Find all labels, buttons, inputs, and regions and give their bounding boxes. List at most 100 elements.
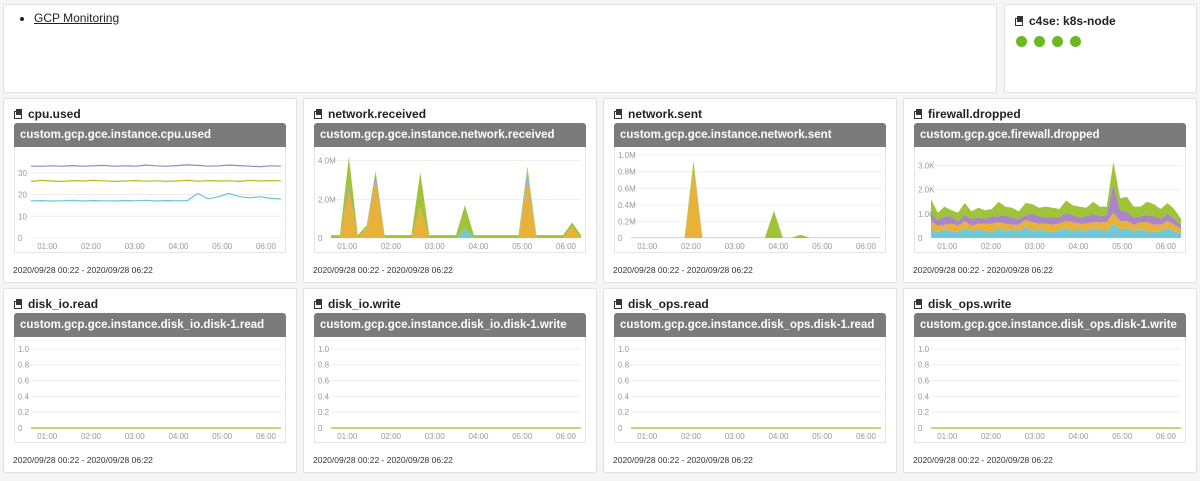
x-tick-label: 05:00 — [212, 432, 233, 441]
y-tick-label: 0.4M — [618, 201, 636, 210]
copy-icon — [914, 109, 924, 119]
graph-title[interactable]: network.sent — [614, 107, 702, 121]
graph-title[interactable]: cpu.used — [14, 107, 81, 121]
y-tick-label: 0.4 — [618, 392, 630, 401]
host-status-dot[interactable] — [1016, 36, 1027, 47]
y-tick-label: 1.0 — [918, 345, 930, 354]
y-tick-label: 2.0M — [318, 195, 336, 204]
x-tick-label: 02:00 — [81, 242, 102, 251]
graph-title-label: firewall.dropped — [928, 107, 1021, 121]
graph-panel: network.sent custom.gcp.gce.instance.netw… — [603, 98, 897, 283]
graph-panel: network.received custom.gcp.gce.instance.… — [303, 98, 597, 283]
graph-title[interactable]: disk_io.write — [314, 297, 401, 311]
y-tick-label: 0.8 — [18, 361, 30, 370]
gcp-monitoring-link[interactable]: GCP Monitoring — [34, 11, 120, 25]
y-tick-label: 0.4 — [318, 392, 330, 401]
x-tick-label: 05:00 — [812, 432, 833, 441]
y-tick-label: 0 — [918, 234, 923, 243]
x-tick-label: 04:00 — [168, 242, 189, 251]
graph-title[interactable]: disk_ops.read — [614, 297, 709, 311]
y-tick-label: 0 — [18, 234, 23, 243]
y-tick-label: 0.4 — [918, 392, 930, 401]
graph-box[interactable]: custom.gcp.gce.firewall.dropped 0 1.0K 2.0K… — [914, 123, 1186, 253]
time-range-label: 2020/09/28 00:22 - 2020/09/28 06:22 — [613, 455, 753, 465]
graph-title[interactable]: network.received — [314, 107, 426, 121]
graph-box[interactable]: custom.gcp.gce.instance.network.received… — [314, 123, 586, 253]
graph-panel: disk_ops.read custom.gcp.gce.instance.dis… — [603, 288, 897, 473]
x-tick-label: 06:00 — [1156, 242, 1177, 251]
graph-plot[interactable]: 0 1.0K 2.0K 3.0K 01:00 02:00 03:00 04:00 05:00 06… — [914, 147, 1186, 253]
link-list-item: GCP Monitoring — [34, 11, 119, 25]
y-tick-label: 0.8M — [618, 168, 636, 177]
y-tick-label: 10 — [18, 212, 27, 221]
host-status-dot[interactable] — [1070, 36, 1081, 47]
graph-panel: disk_ops.write custom.gcp.gce.instance.di… — [903, 288, 1197, 473]
y-tick-label: 0 — [618, 424, 623, 433]
y-tick-label: 0.6 — [18, 377, 30, 386]
y-tick-label: 0.2 — [618, 408, 630, 417]
x-tick-label: 06:00 — [856, 432, 877, 441]
x-tick-label: 02:00 — [381, 432, 402, 441]
x-tick-label: 05:00 — [812, 242, 833, 251]
x-tick-label: 03:00 — [425, 242, 446, 251]
x-tick-label: 02:00 — [681, 242, 702, 251]
y-tick-label: 0.8 — [618, 361, 630, 370]
graph-box[interactable]: custom.gcp.gce.instance.disk_io.disk-1.w… — [314, 313, 586, 443]
graph-plot[interactable]: 0 0.2 0.4 0.6 0.8 1.0 01:00 02:00 03:00 04:00 05:0… — [614, 337, 886, 443]
x-tick-label: 04:00 — [468, 242, 489, 251]
graph-title-label: disk_io.write — [328, 297, 401, 311]
y-tick-label: 0.6M — [618, 184, 636, 193]
y-tick-label: 0.6 — [618, 377, 630, 386]
graph-box[interactable]: custom.gcp.gce.instance.disk_ops.disk-1.… — [914, 313, 1186, 443]
y-tick-label: 0 — [618, 234, 623, 243]
graph-box[interactable]: custom.gcp.gce.instance.cpu.used 0 10 20 30 0… — [14, 123, 286, 253]
graph-box[interactable]: custom.gcp.gce.instance.disk_ops.disk-1.… — [614, 313, 886, 443]
host-status-dots — [1016, 36, 1081, 47]
copy-icon — [14, 299, 24, 309]
y-tick-label: 1.0M — [618, 151, 636, 160]
series-area-0 — [331, 180, 581, 238]
x-tick-label: 04:00 — [468, 432, 489, 441]
series-area-2 — [931, 183, 1181, 229]
graph-box[interactable]: custom.gcp.gce.instance.disk_io.disk-1.r… — [14, 313, 286, 443]
graph-title[interactable]: disk_ops.write — [914, 297, 1011, 311]
x-tick-label: 02:00 — [81, 432, 102, 441]
x-tick-label: 02:00 — [681, 432, 702, 441]
host-status-dot[interactable] — [1034, 36, 1045, 47]
series-area-1 — [931, 212, 1181, 234]
host-title[interactable]: c4se: k8s-node — [1015, 14, 1116, 28]
x-tick-label: 03:00 — [725, 432, 746, 441]
y-tick-label: 0 — [318, 234, 323, 243]
graph-plot[interactable]: 0 0.2M 0.4M 0.6M 0.8M 1.0M 01:00 02:00 03:00 04:0… — [614, 147, 886, 253]
y-tick-label: 0.6 — [318, 377, 330, 386]
x-tick-label: 01:00 — [937, 432, 958, 441]
graph-metric-header: custom.gcp.gce.instance.disk_io.disk-1.r… — [14, 313, 286, 337]
graph-title-label: disk_io.read — [28, 297, 99, 311]
x-tick-label: 03:00 — [425, 432, 446, 441]
graph-plot[interactable]: 0 0.2 0.4 0.6 0.8 1.0 01:00 02:00 03:00 04:00 05:0… — [14, 337, 286, 443]
graph-plot[interactable]: 0 2.0M 4.0M 01:00 02:00 03:00 04:00 05:00 06:00 — [314, 147, 586, 253]
graph-box[interactable]: custom.gcp.gce.instance.network.sent 0 0.2… — [614, 123, 886, 253]
graph-title[interactable]: disk_io.read — [14, 297, 98, 311]
copy-icon — [1015, 16, 1025, 26]
series-area-1 — [631, 160, 881, 238]
graph-panel: cpu.used custom.gcp.gce.instance.cpu.used… — [3, 98, 297, 283]
y-tick-label: 0.2M — [618, 217, 636, 226]
x-tick-label: 02:00 — [981, 432, 1002, 441]
y-tick-label: 0.4 — [18, 392, 30, 401]
series-line-1 — [30, 179, 282, 183]
y-tick-label: 0 — [18, 424, 23, 433]
series-area-3 — [931, 161, 1181, 225]
x-tick-label: 01:00 — [337, 432, 358, 441]
x-tick-label: 06:00 — [856, 242, 877, 251]
graph-plot[interactable]: 0 0.2 0.4 0.6 0.8 1.0 01:00 02:00 03:00 04:00 05:0… — [314, 337, 586, 443]
copy-icon — [914, 299, 924, 309]
graph-plot[interactable]: 0 10 20 30 01:00 02:00 03:00 04:00 05:00 06:00 — [14, 147, 286, 253]
y-tick-label: 0 — [918, 424, 923, 433]
graph-metric-header: custom.gcp.gce.instance.disk_io.disk-1.w… — [314, 313, 586, 337]
host-status-dot[interactable] — [1052, 36, 1063, 47]
graph-title-label: cpu.used — [28, 107, 81, 121]
graph-plot[interactable]: 0 0.2 0.4 0.6 0.8 1.0 01:00 02:00 03:00 04:00 05:0… — [914, 337, 1186, 443]
graph-title[interactable]: firewall.dropped — [914, 107, 1021, 121]
y-tick-label: 0.8 — [318, 361, 330, 370]
